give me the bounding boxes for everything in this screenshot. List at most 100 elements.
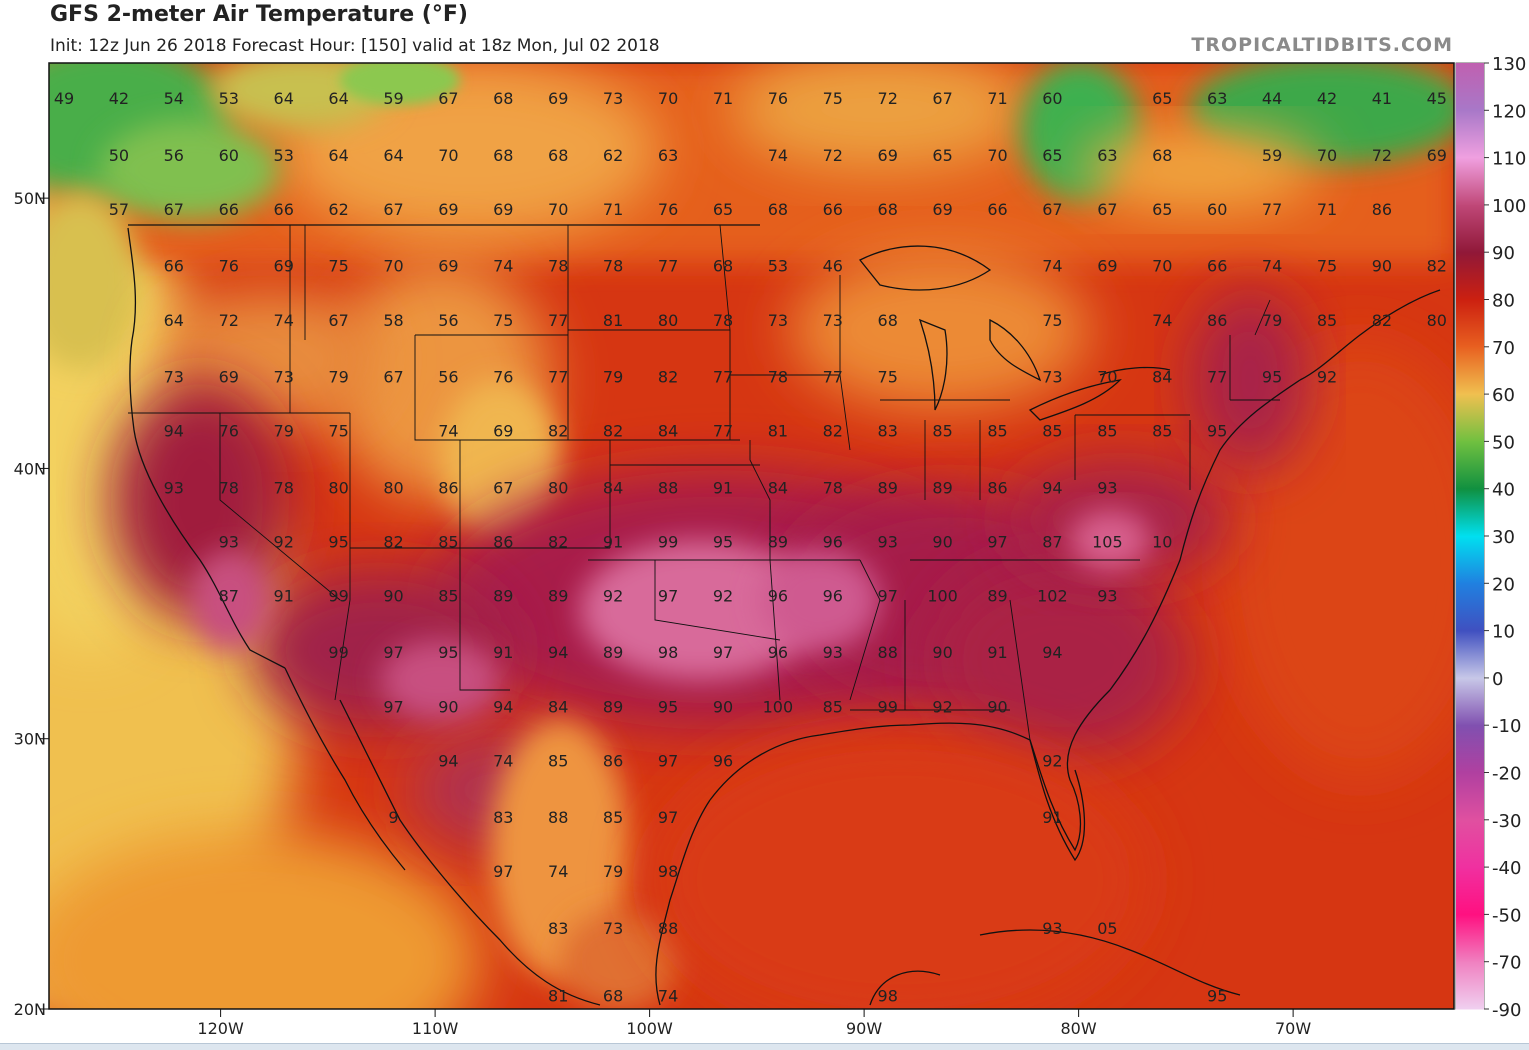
temperature-value: 72 <box>823 146 843 165</box>
temperature-value: 78 <box>548 257 568 276</box>
temperature-value: 81 <box>603 311 623 330</box>
temperature-value: 76 <box>658 200 678 219</box>
longitude-label: 70W <box>1275 1019 1311 1038</box>
temperature-value: 57 <box>109 200 129 219</box>
temperature-value: 102 <box>1037 587 1068 606</box>
temperature-value: 56 <box>438 311 458 330</box>
temperature-value: 60 <box>1042 89 1062 108</box>
temperature-value: 74 <box>1262 257 1282 276</box>
longitude-label: 90W <box>846 1019 882 1038</box>
colorbar-segment <box>1456 299 1484 348</box>
temperature-value: 91 <box>713 478 733 497</box>
temperature-value: 84 <box>768 478 788 497</box>
temperature-value: 75 <box>1317 257 1337 276</box>
temperature-value: 86 <box>1207 311 1227 330</box>
temperature-value: 85 <box>987 422 1007 441</box>
temperature-value: 83 <box>493 808 513 827</box>
temperature-value: 69 <box>493 422 513 441</box>
temperature-value: 72 <box>878 89 898 108</box>
temperature-value: 72 <box>219 311 239 330</box>
temperature-value: 100 <box>763 697 794 716</box>
colorbar-segment <box>1456 63 1484 111</box>
temperature-value: 05 <box>1097 919 1117 938</box>
temperature-value: 49 <box>54 89 74 108</box>
temperature-value: 80 <box>548 478 568 497</box>
temperature-value: 96 <box>768 643 788 662</box>
temperature-value: 80 <box>658 311 678 330</box>
temperature-value: 63 <box>658 146 678 165</box>
temperature-value: 73 <box>823 311 843 330</box>
colorbar-segment <box>1456 867 1484 915</box>
temperature-value: 65 <box>713 200 733 219</box>
temperature-value: 74 <box>493 257 513 276</box>
temperature-value: 89 <box>878 478 898 497</box>
temperature-value: 64 <box>383 146 403 165</box>
temperature-value: 81 <box>768 422 788 441</box>
temperature-value: 90 <box>987 697 1007 716</box>
temperature-value: 64 <box>164 311 184 330</box>
temperature-value: 88 <box>658 919 678 938</box>
temperature-value: 97 <box>493 862 513 881</box>
colorbar-segment <box>1456 961 1484 1010</box>
temperature-value: 71 <box>713 89 733 108</box>
temperature-value: 86 <box>1372 200 1392 219</box>
temperature-value: 94 <box>493 697 513 716</box>
colorbar-label: 90 <box>1492 243 1515 264</box>
temperature-value: 91 <box>603 532 623 551</box>
temperature-value: 68 <box>548 146 568 165</box>
temperature-value: 65 <box>1042 146 1062 165</box>
temperature-value: 79 <box>603 862 623 881</box>
temperature-value: 94 <box>1042 478 1062 497</box>
temperature-value: 97 <box>383 697 403 716</box>
colorbar-label: 100 <box>1492 196 1526 217</box>
temperature-value: 77 <box>548 368 568 387</box>
temperature-value: 97 <box>658 808 678 827</box>
colorbar-label: -70 <box>1492 953 1521 974</box>
temperature-value: 79 <box>1262 311 1282 330</box>
temperature-value: 95 <box>658 697 678 716</box>
temperature-value: 83 <box>548 919 568 938</box>
colorbar-label: -20 <box>1492 764 1521 785</box>
temperature-value: 67 <box>1097 200 1117 219</box>
temperature-value: 92 <box>603 587 623 606</box>
temperature-value: 67 <box>932 89 952 108</box>
temperature-value: 67 <box>438 89 458 108</box>
temperature-value: 89 <box>932 478 952 497</box>
temperature-value: 77 <box>548 311 568 330</box>
longitude-label: 110W <box>412 1019 459 1038</box>
colorbar-label: -50 <box>1492 905 1521 926</box>
temperature-value: 84 <box>1152 368 1172 387</box>
temperature-value: 77 <box>1262 200 1282 219</box>
temperature-value: 75 <box>823 89 843 108</box>
temperature-value: 70 <box>1097 368 1117 387</box>
temperature-value: 66 <box>164 257 184 276</box>
temperature-value: 70 <box>1152 257 1172 276</box>
temperature-value: 74 <box>548 862 568 881</box>
temperature-value: 97 <box>383 643 403 662</box>
temperature-value: 66 <box>823 200 843 219</box>
temperature-value: 85 <box>1042 422 1062 441</box>
temperature-value: 77 <box>658 257 678 276</box>
temperature-value: 76 <box>768 89 788 108</box>
temperature-value: 86 <box>603 751 623 770</box>
temperature-value: 78 <box>713 311 733 330</box>
temperature-value: 97 <box>878 587 898 606</box>
temperature-value: 10 <box>1152 532 1172 551</box>
colorbar-label: 50 <box>1492 432 1515 453</box>
colorbar-segments <box>1456 63 1484 1010</box>
temperature-value: 67 <box>164 200 184 219</box>
temperature-value: 73 <box>274 368 294 387</box>
temperature-value: 59 <box>1262 146 1282 165</box>
temperature-value: 68 <box>603 987 623 1006</box>
temperature-value: 73 <box>1042 368 1062 387</box>
temperature-value: 93 <box>164 478 184 497</box>
temperature-value: 98 <box>658 643 678 662</box>
bottom-bar <box>0 1043 1529 1050</box>
temperature-value: 66 <box>274 200 294 219</box>
temperature-value: 77 <box>1207 368 1227 387</box>
temperature-value: 98 <box>878 987 898 1006</box>
colorbar-segment <box>1456 157 1484 206</box>
temperature-value: 85 <box>603 808 623 827</box>
temperature-value: 86 <box>438 478 458 497</box>
